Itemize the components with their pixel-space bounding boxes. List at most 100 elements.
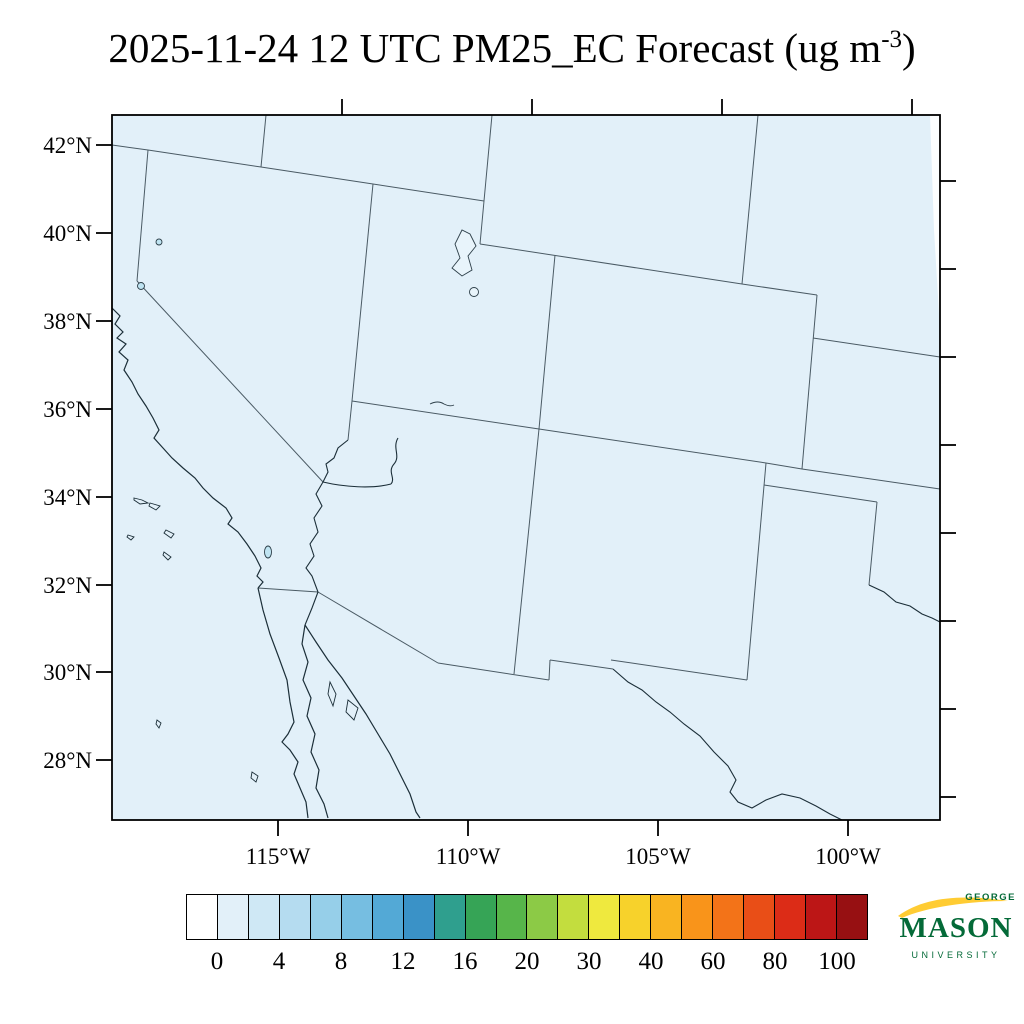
border-texas-oklahoma-100w [868, 501, 878, 586]
lat-label-36n: 36°N [43, 397, 92, 422]
lake-tahoe [137, 282, 145, 290]
border-newmexico-texas-south [610, 659, 748, 681]
state-borders [111, 114, 941, 681]
colorado-river-link [322, 481, 392, 488]
lat-label-30n: 30°N [43, 660, 92, 685]
lat-label-42n: 42°N [43, 133, 92, 158]
border-texas-oklahoma-north [763, 484, 878, 503]
colorbar-cell [496, 895, 528, 939]
border-california-nevada-diagonal [136, 280, 324, 483]
island-catalina [163, 529, 175, 539]
colorbar-cell [279, 895, 311, 939]
border-nevada-utah [351, 183, 374, 402]
red-river [868, 584, 941, 623]
colorbar-cell [403, 895, 435, 939]
border-arizona-newmexico [513, 428, 540, 675]
map-frame [111, 114, 941, 821]
longitude-labels: 115°W 110°W 105°W 100°W [246, 844, 881, 869]
colorbar-cell [434, 895, 466, 939]
rivers [304, 437, 941, 821]
bottom-axis-ticks [277, 820, 849, 836]
border-mexico-31n [437, 662, 550, 681]
colorbar-tick-label: 12 [390, 948, 416, 975]
colorado-river-delta [304, 591, 319, 626]
colorbar-cell [775, 895, 807, 939]
colorbar-cell [713, 895, 745, 939]
colorbar-tick-label: 80 [762, 948, 788, 975]
border-california-mexico [257, 587, 319, 593]
colorbar-cell [217, 895, 249, 939]
colorbar-cell [187, 895, 218, 939]
page-title: 2025-11-24 12 UTC PM25_EC Forecast (ug m… [0, 24, 1024, 72]
gmu-logo: GEORGE MASON UNIVERSITY [894, 890, 1018, 976]
latitude-labels: 42°N 40°N 38°N 36°N 34°N 32°N 30°N 28°N [43, 133, 92, 773]
top-axis-ticks [341, 99, 913, 115]
colorbar-tick-label: 8 [334, 948, 348, 975]
colorbar-tick-label: 0 [210, 948, 224, 975]
colorbar-cell [806, 895, 838, 939]
colorbar-labels: 0 4 8 12 16 20 30 40 60 80 100 [186, 948, 868, 980]
colorbar-tick-label: 20 [514, 948, 540, 975]
border-utah-colorado [538, 254, 556, 430]
colorbar-cell [837, 895, 867, 939]
island-tiburon [345, 699, 359, 721]
colorbar-cell [682, 895, 714, 939]
border-newmexico-texas-east [746, 462, 767, 681]
lat-label-34n: 34°N [43, 485, 92, 510]
rio-grande [612, 668, 843, 821]
colorbar-cell [527, 895, 559, 939]
colorbar-tick-label: 4 [272, 948, 286, 975]
colorbar-cell [310, 895, 342, 939]
island-cedros [250, 771, 259, 783]
border-newmexico-mexico [549, 659, 614, 670]
islands [126, 497, 359, 783]
colorbar-cell [248, 895, 280, 939]
coastlines [111, 307, 421, 819]
lakes [137, 229, 479, 559]
lat-label-28n: 28°N [43, 748, 92, 773]
border-oregon-idaho [260, 114, 267, 168]
colorbar-cell [558, 895, 590, 939]
sonora-gulf-coast [304, 624, 421, 819]
lat-label-40n: 40°N [43, 221, 92, 246]
colorado-river-ca-az [305, 481, 324, 593]
border-colorado-east [801, 294, 818, 470]
colorado-river-grand-canyon [390, 437, 399, 485]
colorbar-cell [744, 895, 776, 939]
border-40n-nebraska-kansas [812, 337, 941, 358]
colorbar-cell [589, 895, 621, 939]
title-suffix: ) [902, 25, 916, 71]
right-axis-ticks [940, 180, 956, 798]
colorbar-cell [341, 895, 373, 939]
baja-pacific-coast [257, 587, 309, 819]
salton-sea [264, 545, 272, 559]
lat-label-32n: 32°N [43, 573, 92, 598]
utah-lake [469, 287, 479, 297]
island-san-nicolas [126, 534, 135, 541]
title-superscript: -3 [881, 26, 903, 53]
colorbar-tick-label: 100 [818, 948, 856, 975]
left-axis-ticks [96, 144, 112, 761]
lon-label-100w: 100°W [815, 844, 881, 869]
lon-label-115w: 115°W [246, 844, 311, 869]
colorbar-cell [465, 895, 497, 939]
baja-gulf-coast [301, 624, 329, 819]
gmu-logo-mason: MASON [899, 912, 1013, 944]
great-salt-lake [451, 229, 477, 277]
border-california-nevada-north [136, 149, 149, 282]
gmu-logo-university: UNIVERSITY [911, 950, 1001, 960]
lake-powell [429, 401, 455, 407]
island-santa-cruz [148, 502, 161, 511]
title-main: 2025-11-24 12 UTC PM25_EC Forecast (ug m [108, 25, 882, 71]
border-nevada-arizona [347, 400, 353, 441]
colorbar [186, 894, 868, 940]
island-san-clemente [162, 551, 172, 561]
colorbar-tick-label: 30 [576, 948, 602, 975]
colorbar-cell [651, 895, 683, 939]
border-arizona-sonora [317, 591, 439, 664]
gmu-swoosh-icon [898, 897, 1008, 918]
colorbar-tick-label: 40 [638, 948, 664, 975]
colorado-river-nv-az [322, 439, 349, 483]
island-guadalupe [155, 719, 162, 729]
